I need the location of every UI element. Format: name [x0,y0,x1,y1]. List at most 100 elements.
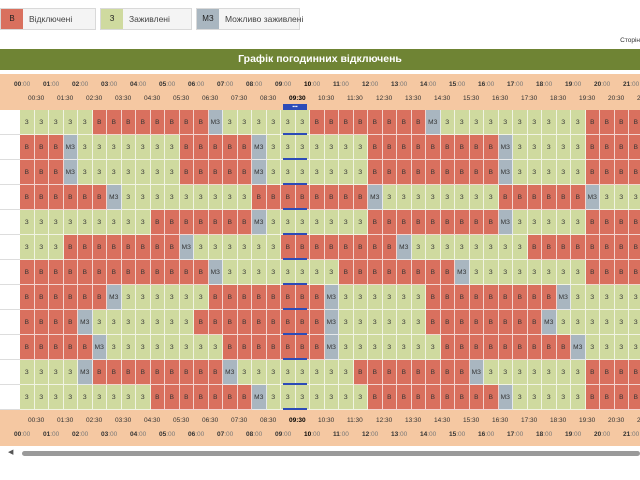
schedule-cell: З [34,235,49,260]
schedule-cell: З [295,385,310,410]
schedule-cell: З [107,385,122,410]
schedule-cell: З [310,135,325,160]
bottom-half-hour-label: 21:30 [637,417,640,424]
schedule-cell: З [484,235,499,260]
schedule-cell: В [484,160,499,185]
scroll-left-arrow-icon[interactable]: ◀ [8,449,14,456]
top-half-hour-label: 16:30 [492,95,509,102]
schedule-cell: В [194,385,209,410]
schedule-cell: З [614,310,629,335]
schedule-cell: З [165,185,180,210]
schedule-cell: З [310,360,325,385]
schedule-cell: В [455,160,470,185]
row-header [0,135,20,160]
schedule-cell: В [353,235,368,260]
horizontal-scrollbar[interactable]: ◀ [8,448,640,458]
schedule-cell: В [600,135,615,160]
schedule-cell: В [353,360,368,385]
schedule-cell: З [585,285,600,310]
schedule-cell: З [266,260,281,285]
schedule-cell: З [527,160,542,185]
schedule-cell: В [411,135,426,160]
schedule-cell: В [20,185,35,210]
schedule-cell: З [513,135,528,160]
schedule-cell: З [498,110,513,135]
schedule-cell: В [513,185,528,210]
schedule-cell: В [63,260,78,285]
schedule-cell: В [469,135,484,160]
schedule-cell: З [281,210,296,235]
schedule-cell: В [179,260,194,285]
schedule-cell: В [397,135,412,160]
top-half-hour-label: 13:30 [405,95,422,102]
schedule-cell: В [295,235,310,260]
schedule-cell: В [324,185,339,210]
schedule-cell: В [49,260,64,285]
schedule-cell: В [63,185,78,210]
schedule-cell: З [92,385,107,410]
schedule-cell: З [353,310,368,335]
schedule-cell: В [121,360,136,385]
schedule-cell: В [469,310,484,335]
legend-item-off: В Відключені [0,8,96,30]
schedule-cell: В [426,260,441,285]
schedule-cell: З [411,285,426,310]
schedule-cell: В [150,260,165,285]
schedule-cell: З [382,285,397,310]
schedule-cell: В [484,210,499,235]
bottom-half-hour-label: 01:30 [57,417,74,424]
schedule-cell: В [614,210,629,235]
top-hour-label: 07:00 [217,81,234,88]
schedule-cell: З [281,160,296,185]
top-hour-label: 05:00 [159,81,176,88]
schedule-cell: В [34,285,49,310]
schedule-cell: З [527,110,542,135]
schedule-cell: З [208,335,223,360]
schedule-cell: З [63,360,78,385]
schedule-cell: МЗ [498,135,513,160]
top-hour-label: 14:00 [420,81,437,88]
top-half-hour-label: 05:30 [173,95,190,102]
schedule-cell: З [208,235,223,260]
schedule-cell: З [542,110,557,135]
schedule-cell: З [49,235,64,260]
schedule-cell: В [194,135,209,160]
schedule-cell: В [324,110,339,135]
schedule-cell: З [92,135,107,160]
schedule-cell: В [107,260,122,285]
schedule-cell: З [223,260,238,285]
legend: В Відключені З Заживлені МЗ Можливо зажи… [0,8,303,30]
top-half-hour-label: 04:30 [144,95,161,102]
schedule-cell: В [469,160,484,185]
top-hour-label: 06:00 [188,81,205,88]
schedule-cell: З [324,210,339,235]
schedule-cell: В [339,185,354,210]
schedule-cell: З [411,335,426,360]
schedule-cell: В [237,135,252,160]
schedule-cell: З [484,185,499,210]
schedule-cell: В [542,285,557,310]
schedule-cell: В [92,260,107,285]
schedule-cell: В [310,185,325,210]
current-time-line [283,208,307,210]
scroll-thumb[interactable] [22,451,640,456]
schedule-cell: З [353,285,368,310]
schedule-cell: З [339,285,354,310]
schedule-cell: З [266,385,281,410]
schedule-cell: В [440,385,455,410]
schedule-cell: З [63,210,78,235]
schedule-cell: З [527,135,542,160]
schedule-cell: В [397,360,412,385]
schedule-cell: В [440,360,455,385]
schedule-cell: З [223,110,238,135]
schedule-cell: З [513,385,528,410]
schedule-cell: В [498,335,513,360]
schedule-cell: В [252,310,267,335]
schedule-cell: В [49,335,64,360]
bottom-half-hour-label: 03:30 [115,417,132,424]
schedule-cell: МЗ [397,235,412,260]
schedule-cell: В [527,285,542,310]
schedule-cell: В [629,360,640,385]
schedule-cell: З [339,135,354,160]
schedule-cell: З [34,210,49,235]
